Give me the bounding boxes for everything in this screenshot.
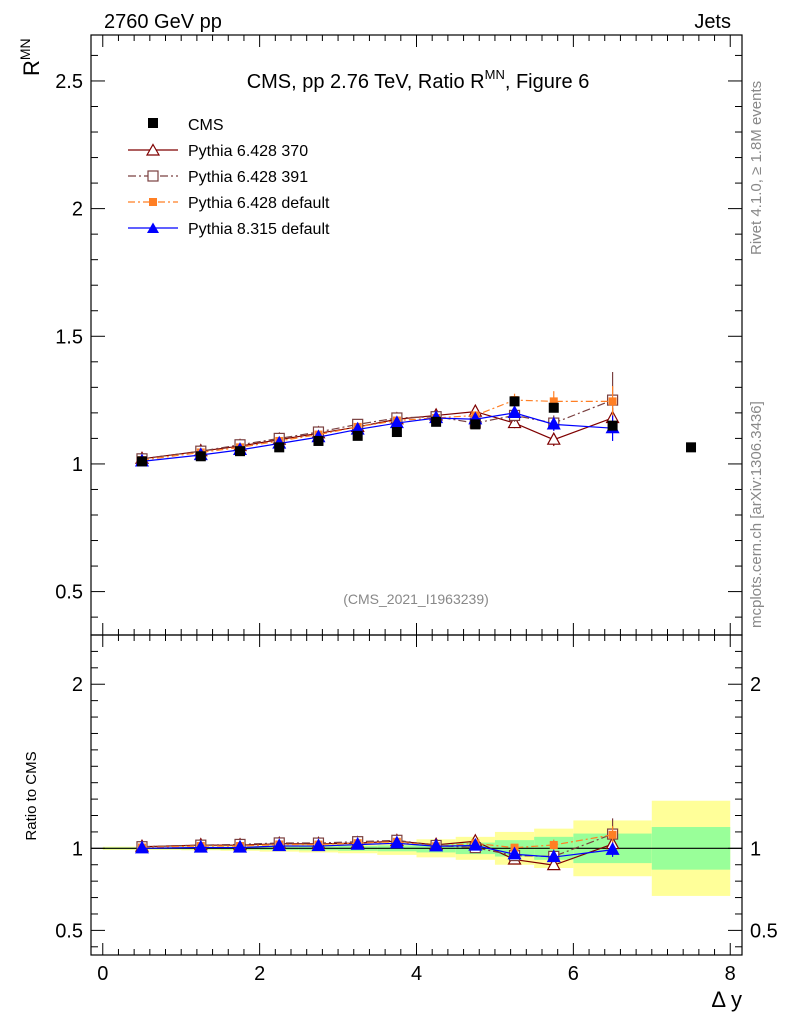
series-ratio-line — [141, 833, 613, 858]
series-ratio-point — [608, 830, 617, 839]
cms-data-point — [136, 456, 147, 467]
legend-entry-pythia6-default: Pythia 6.428 default — [128, 195, 330, 212]
legend-marker-pythia6-default — [149, 198, 157, 206]
ratio-tick-label-right: 2 — [750, 674, 761, 696]
x-tick-label: 8 — [725, 963, 736, 985]
series-ratio-point — [605, 842, 620, 855]
legend-entry-cms: CMS — [148, 117, 224, 134]
legend-label-pythia8-default: Pythia 8.315 default — [188, 221, 330, 238]
ratio-tick-label-left: 1 — [72, 838, 83, 860]
ratio-tick-label-right: 1 — [750, 838, 761, 860]
energy-label: 2760 GeV pp — [104, 11, 222, 33]
series-ratio-point — [350, 836, 365, 850]
legend-marker-pythia6-370 — [145, 143, 161, 156]
series-point — [507, 415, 522, 429]
ratio-tick-label-left: 2 — [72, 674, 83, 696]
legend-marker-pythia6-391 — [147, 170, 159, 182]
series-point — [507, 405, 522, 418]
series-2 — [137, 386, 617, 852]
series-line — [141, 410, 613, 460]
series-line — [141, 399, 613, 460]
cms-data-point — [352, 430, 363, 441]
x-tick-label: 6 — [568, 963, 579, 985]
cms-data-point — [686, 442, 697, 453]
cms-data-point — [548, 402, 559, 413]
cms-data-point — [470, 419, 481, 430]
ratio-tick-label-right: 0.5 — [750, 920, 778, 942]
series-ratio-point — [233, 839, 248, 853]
series-ratio-line — [141, 842, 613, 858]
series-line — [141, 412, 613, 462]
ratio-frame — [90, 634, 743, 956]
legend-entry-pythia6-391: Pythia 6.428 391 — [128, 169, 308, 186]
series-point — [549, 397, 558, 406]
y-tick-label: 1 — [72, 454, 83, 476]
series-ratio-point — [193, 839, 208, 853]
x-tick-label: 2 — [254, 963, 265, 985]
cms-data-point — [391, 427, 402, 438]
legend-marker-cms — [148, 118, 158, 128]
series-line — [141, 399, 613, 461]
ratio-tick-label-left: 0.5 — [55, 920, 83, 942]
cms-data-point — [607, 420, 618, 431]
mcplots-label: mcplots.cern.ch [arXiv:1306.3436] — [748, 401, 765, 628]
series-ratio-point — [272, 838, 287, 852]
series-3 — [134, 405, 620, 863]
x-tick-label: 0 — [97, 963, 108, 985]
legend-label-pythia6-391: Pythia 6.428 391 — [188, 169, 308, 186]
series-point — [608, 397, 617, 406]
series-ratio-point — [134, 840, 149, 854]
series-ratio-point — [468, 837, 483, 851]
analysis-id: (CMS_2021_I1963239) — [343, 591, 489, 607]
ratio-axis-label: Ratio to CMS — [23, 751, 40, 840]
legend-label-pythia6-default: Pythia 6.428 default — [188, 195, 330, 212]
series-point — [546, 431, 561, 445]
legend-entry-pythia8-default: Pythia 8.315 default — [128, 221, 330, 238]
cms-data — [136, 396, 697, 467]
y-axis-label: RMN — [17, 38, 44, 76]
legend-entry-pythia6-370: Pythia 6.428 370 — [128, 143, 308, 160]
series-layer — [134, 372, 697, 871]
series-ratio-point — [429, 838, 444, 852]
legend: CMS Pythia 6.428 370 Pythia 6.428 391 Py… — [128, 117, 330, 238]
series-ratio-point — [546, 849, 561, 863]
rivet-label: Rivet 4.1.0, ≥ 1.8M events — [748, 81, 765, 255]
uncertainty-bands — [91, 800, 742, 896]
series-ratio-point — [311, 838, 326, 852]
x-tick-label: 4 — [411, 963, 422, 985]
series-point — [546, 416, 561, 430]
y-tick-label: 1.5 — [55, 326, 83, 348]
plot-title: CMS, pp 2.76 TeV, Ratio RMN, Figure 6 — [247, 67, 590, 93]
cms-data-point — [509, 396, 520, 407]
legend-marker-pythia8-default — [147, 222, 159, 233]
series-ratio-point — [389, 835, 404, 849]
cms-data-point — [274, 442, 285, 453]
legend-label-cms: CMS — [188, 117, 224, 134]
cms-data-point — [195, 451, 206, 462]
series-ratio-point — [546, 857, 561, 871]
y-tick-label: 2.5 — [55, 71, 83, 93]
cms-data-point — [431, 416, 442, 427]
legend-label-pythia6-370: Pythia 6.428 370 — [188, 143, 308, 160]
cms-data-point — [235, 446, 246, 457]
axis-ticks: 0 2 4 6 8 0.5 1 1.5 2 2.5 0.5 0.5 1 1 2 2 — [55, 35, 778, 985]
series-0 — [134, 403, 620, 871]
series-ratio-line — [141, 834, 613, 849]
process-label: Jets — [694, 11, 731, 33]
y-tick-label: 2 — [72, 199, 83, 221]
y-tick-label: 0.5 — [55, 582, 83, 604]
x-axis-label: Δ y — [711, 987, 742, 1012]
cms-data-point — [313, 435, 324, 446]
series-1 — [136, 372, 619, 863]
series-ratio-point — [549, 840, 558, 849]
series-ratio-point — [507, 846, 522, 860]
